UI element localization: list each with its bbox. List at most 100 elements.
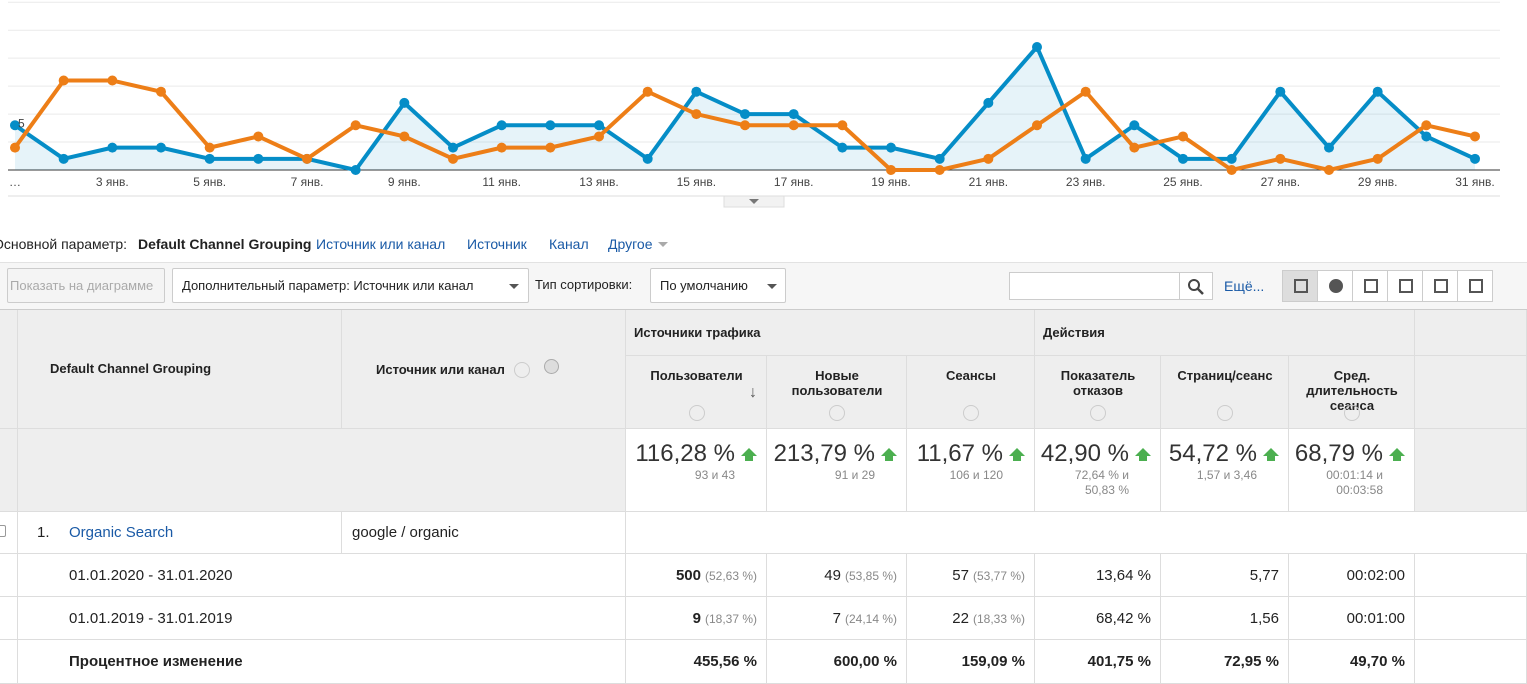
point bbox=[350, 165, 361, 175]
remove-icon[interactable] bbox=[544, 359, 559, 374]
cell bbox=[1415, 310, 1527, 356]
cell bbox=[626, 640, 767, 684]
cell bbox=[0, 554, 18, 597]
point bbox=[1372, 153, 1383, 164]
view-icon bbox=[1469, 279, 1483, 293]
dimension-link[interactable]: Источник или канал bbox=[316, 236, 446, 252]
cell bbox=[1035, 310, 1415, 356]
point bbox=[10, 142, 20, 153]
secondary-dropdown[interactable]: Дополнительный параметр: Источник или ка… bbox=[172, 268, 529, 303]
total-change: 54,72 % bbox=[1168, 440, 1257, 467]
view-button[interactable] bbox=[1422, 270, 1458, 302]
group-header: Действия bbox=[1043, 325, 1105, 340]
point bbox=[1129, 120, 1140, 131]
point bbox=[1080, 86, 1091, 97]
value: 00:02:00 bbox=[1346, 567, 1405, 584]
metric-header: Показатель отказов bbox=[1060, 368, 1136, 398]
dimension-link[interactable]: Канал bbox=[549, 236, 589, 252]
cell bbox=[18, 554, 626, 597]
up-arrow bbox=[881, 448, 897, 456]
row-checkbox[interactable] bbox=[0, 525, 6, 537]
sort-label: Тип сортировки: bbox=[535, 277, 633, 292]
share: (24,14 %) bbox=[844, 612, 897, 626]
point bbox=[691, 86, 702, 97]
more-link[interactable]: Ещё... bbox=[1224, 278, 1265, 294]
total-compare: 106 и 120 bbox=[949, 468, 1003, 482]
view-button[interactable] bbox=[1282, 270, 1318, 302]
view-button[interactable] bbox=[1457, 270, 1493, 302]
help-icon bbox=[1217, 405, 1233, 421]
value: 500 bbox=[675, 567, 701, 584]
view-button[interactable] bbox=[1352, 270, 1388, 302]
up-arrow-stem bbox=[1013, 456, 1021, 461]
cell bbox=[0, 597, 18, 640]
x-tick-label: 31 янв. bbox=[1455, 175, 1495, 189]
x-tick-label: 3 янв. bbox=[96, 175, 129, 189]
search-button[interactable] bbox=[1179, 272, 1213, 300]
channel-link[interactable]: Organic Search bbox=[69, 524, 174, 541]
x-tick-label: 13 янв. bbox=[579, 175, 619, 189]
x-tick-label: 9 янв. bbox=[388, 175, 421, 189]
sort-dropdown[interactable]: По умолчанию bbox=[650, 268, 786, 303]
x-tick-label: 21 янв. bbox=[969, 175, 1009, 189]
point bbox=[1129, 142, 1140, 153]
cell bbox=[907, 554, 1035, 597]
x-tick-label: 23 янв. bbox=[1066, 175, 1106, 189]
point bbox=[10, 120, 20, 131]
help-icon bbox=[1090, 405, 1106, 421]
x-tick-label: 29 янв. bbox=[1358, 175, 1398, 189]
point bbox=[983, 153, 994, 164]
metric-value: 9 (18,37 %) bbox=[693, 610, 757, 627]
x-tick-label: 15 янв. bbox=[677, 175, 717, 189]
share: (53,85 %) bbox=[844, 569, 897, 583]
value: 49 bbox=[824, 567, 841, 584]
point bbox=[740, 109, 750, 120]
change-value: 600,00 % bbox=[833, 653, 897, 670]
dimension-link[interactable]: Другое bbox=[608, 236, 653, 252]
point bbox=[594, 131, 604, 142]
cell bbox=[1415, 597, 1527, 640]
help-icon bbox=[1344, 405, 1360, 421]
point bbox=[934, 153, 945, 164]
cell bbox=[0, 429, 18, 512]
up-arrow bbox=[1135, 448, 1151, 456]
point bbox=[1324, 165, 1334, 175]
secondary-text: Дополнительный параметр: Источник или ка… bbox=[182, 278, 474, 293]
dimension-link[interactable]: Источник bbox=[467, 236, 527, 252]
cell bbox=[18, 597, 626, 640]
cell bbox=[1161, 429, 1289, 512]
search-input[interactable] bbox=[1009, 272, 1180, 300]
metric-value: 500 (52,63 %) bbox=[676, 567, 757, 584]
cell bbox=[1415, 356, 1527, 429]
view-icon bbox=[1434, 279, 1448, 293]
up-arrow bbox=[1263, 448, 1279, 456]
row-bg bbox=[626, 512, 1527, 554]
point bbox=[691, 109, 702, 120]
up-arrow-stem bbox=[1139, 456, 1147, 461]
total-change: 213,79 % bbox=[773, 440, 875, 467]
view-button[interactable] bbox=[1317, 270, 1353, 302]
point bbox=[204, 153, 215, 164]
plot-button[interactable]: Показать на диаграмме bbox=[7, 268, 165, 303]
point bbox=[1032, 41, 1042, 52]
cell bbox=[626, 554, 767, 597]
sort-text: По умолчанию bbox=[660, 278, 748, 293]
total-compare: 72,64 % и 50,83 % bbox=[1074, 468, 1129, 497]
point bbox=[1421, 120, 1432, 131]
share: (53,77 %) bbox=[972, 569, 1025, 583]
point bbox=[837, 142, 848, 153]
view-icon bbox=[1399, 279, 1413, 293]
metric-header: Сеансы bbox=[945, 368, 997, 383]
view-button[interactable] bbox=[1387, 270, 1423, 302]
point bbox=[107, 75, 118, 86]
metric-value: 1,56 bbox=[1250, 610, 1279, 627]
point bbox=[886, 165, 896, 175]
value: 57 bbox=[952, 567, 969, 584]
x-tick-label: 27 янв. bbox=[1261, 175, 1301, 189]
point bbox=[1470, 153, 1480, 164]
cell bbox=[1161, 554, 1289, 597]
plot: … 3 янв. 5 янв. 7 янв. 9 янв. 11 янв. 13 янв. 1… bbox=[8, 1, 1500, 189]
cell bbox=[0, 512, 18, 554]
point bbox=[302, 153, 312, 164]
metric-value: 13,64 % bbox=[1096, 567, 1151, 584]
